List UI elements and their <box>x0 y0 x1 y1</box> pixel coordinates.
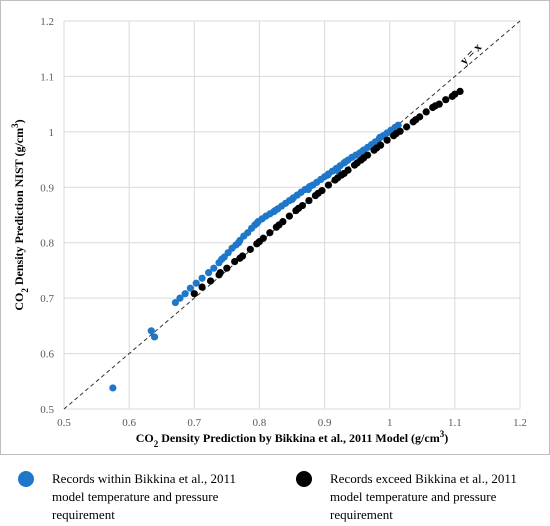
legend-label-within: Records within Bikkina et al., 2011 mode… <box>52 470 282 524</box>
point-exceed <box>190 290 198 298</box>
point-exceed <box>236 254 244 262</box>
point-exceed <box>294 204 303 212</box>
x-tick-label: 0.7 <box>187 417 201 429</box>
y-axis-label: CO2 Density Prediction NIST (g/cm3) <box>10 119 30 310</box>
y-tick-label: 0.5 <box>40 404 54 416</box>
point-exceed <box>392 129 400 138</box>
legend-line: model temperature and pressure <box>52 489 219 504</box>
point-exceed <box>223 264 231 272</box>
point-within <box>171 298 179 307</box>
point-within <box>147 327 155 335</box>
point-within <box>210 264 218 272</box>
legend-line: requirement <box>52 507 115 522</box>
point-exceed <box>373 144 381 152</box>
point-within <box>192 279 200 287</box>
point-exceed <box>383 136 391 144</box>
y-tick-label: 1 <box>49 127 55 139</box>
point-within <box>181 290 189 298</box>
x-tick-label: 0.6 <box>122 417 136 429</box>
point-within <box>376 133 384 141</box>
point-exceed <box>314 189 322 197</box>
x-tick-label: 0.8 <box>253 417 267 429</box>
point-within <box>271 206 279 215</box>
point-within <box>198 274 206 282</box>
grid <box>63 20 521 410</box>
point-exceed <box>285 212 293 220</box>
legend-line: Records exceed Bikkina et al., 2011 <box>330 471 517 486</box>
x-tick-label: 1.1 <box>448 417 462 429</box>
reference-line-label: y = x <box>457 40 484 67</box>
chart-frame: y = x 0.5 0.6 0.7 0.8 0.9 1 1.1 1.2 0.5 0.6 0.7 0.8… <box>0 0 550 455</box>
legend-label-exceed: Records exceed Bikkina et al., 2011 mode… <box>330 470 550 524</box>
x-tick-label: 0.5 <box>57 417 71 429</box>
point-exceed <box>231 257 239 266</box>
y-tick-label: 0.6 <box>40 349 54 361</box>
point-within <box>288 195 296 204</box>
point-within <box>324 171 332 179</box>
point-exceed <box>412 116 420 124</box>
point-exceed <box>451 90 459 98</box>
y-tick-label: 1.2 <box>40 16 54 28</box>
point-within <box>109 384 117 392</box>
point-within <box>394 121 402 129</box>
x-axis-label: CO2 Density Prediction by Bikkina et al.… <box>136 429 448 449</box>
legend-line: model temperature and pressure <box>330 489 497 504</box>
point-exceed <box>266 229 274 237</box>
legend-marker-blue <box>18 471 34 487</box>
point-exceed <box>324 181 333 189</box>
point-within <box>304 185 312 194</box>
point-within <box>218 255 226 263</box>
point-exceed <box>442 96 450 104</box>
y-tick-label: 1.1 <box>40 71 54 83</box>
data-points <box>109 87 464 392</box>
point-exceed <box>403 123 411 131</box>
point-exceed <box>255 238 264 246</box>
x-tick-label: 1 <box>387 417 393 429</box>
point-exceed <box>275 221 283 229</box>
x-tick-label: 0.9 <box>318 417 332 429</box>
y-tick-label: 0.8 <box>40 238 54 250</box>
point-within <box>341 158 350 166</box>
legend-marker-black <box>296 471 312 487</box>
point-within <box>150 333 159 341</box>
legend-line: Records within Bikkina et al., 2011 <box>52 471 237 486</box>
point-exceed <box>340 169 348 178</box>
point-within <box>358 147 366 155</box>
point-exceed <box>431 102 439 110</box>
point-within <box>234 239 243 247</box>
point-exceed <box>246 245 254 253</box>
point-exceed <box>305 196 313 205</box>
tick-labels: 0.5 0.6 0.7 0.8 0.9 1 1.1 1.2 0.5 0.6 0.7 0.8 0.9 1 1.… <box>40 16 527 429</box>
y-tick-label: 0.9 <box>40 182 54 194</box>
point-exceed <box>206 277 215 285</box>
point-exceed <box>216 269 224 277</box>
point-exceed <box>198 283 206 291</box>
point-exceed <box>334 174 342 182</box>
point-within <box>176 294 184 302</box>
scatter-chart: y = x 0.5 0.6 0.7 0.8 0.9 1 1.1 1.2 0.5 0.6 0.7 0.8… <box>10 16 527 449</box>
point-within <box>253 219 261 227</box>
point-exceed <box>360 154 368 162</box>
legend-line: requirement <box>330 507 393 522</box>
point-within <box>205 269 213 277</box>
point-within <box>186 284 194 292</box>
reference-line <box>63 20 521 410</box>
point-exceed <box>353 159 361 167</box>
point-exceed <box>422 108 430 116</box>
y-tick-label: 0.7 <box>40 293 54 305</box>
x-tick-label: 1.2 <box>513 417 527 429</box>
